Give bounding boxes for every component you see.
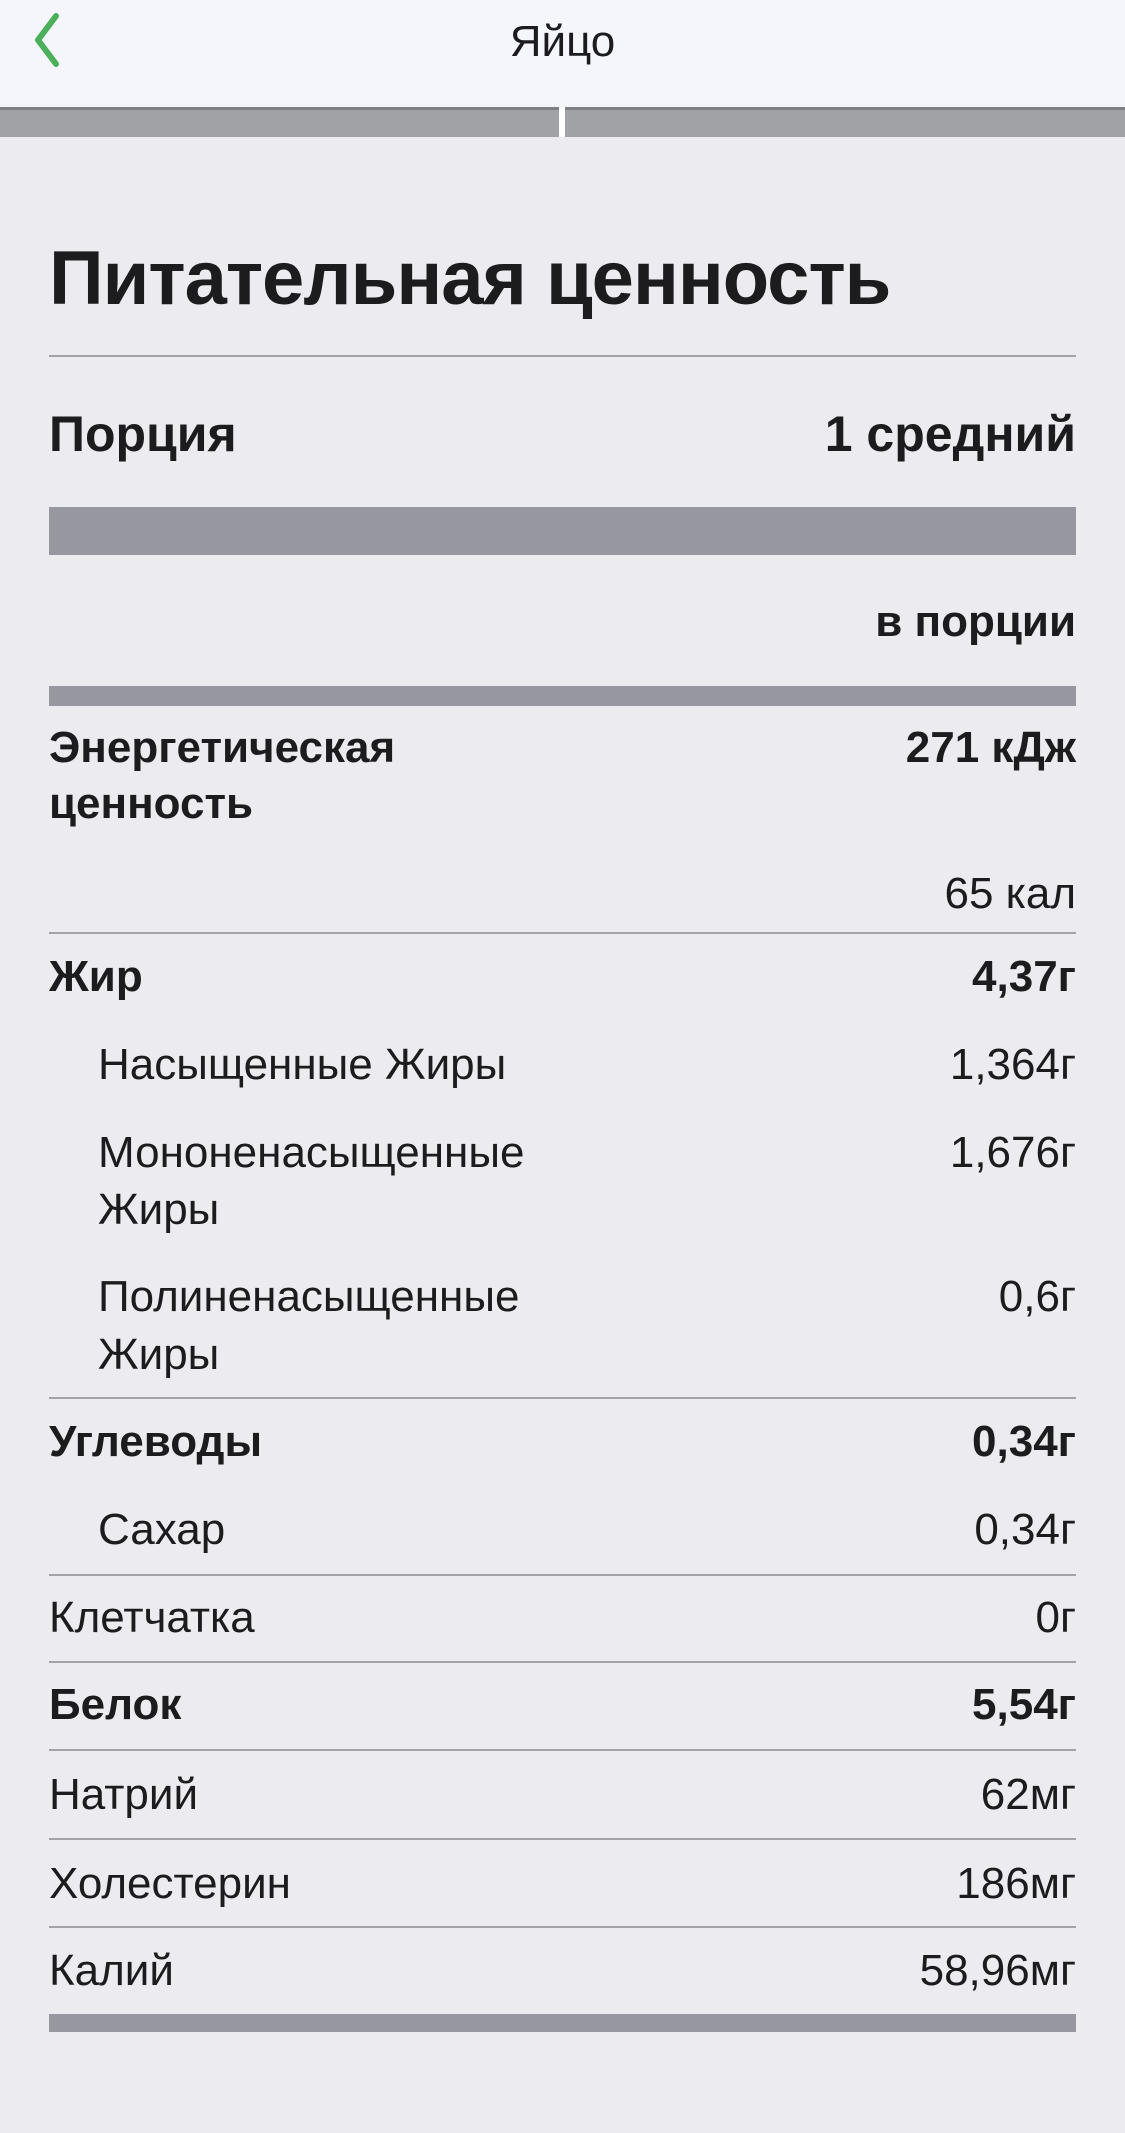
row-potassium-label: Калий [49,1946,174,1995]
row-carbs-label: Углеводы [49,1417,263,1466]
serving-value: 1 средний [824,406,1076,462]
row-sodium-label: Натрий [49,1770,199,1819]
row-potassium-value: 58,96мг [919,1946,1076,1995]
row-saturated-label: Насыщенные Жиры [98,1040,507,1089]
medium-divider [49,686,1076,706]
row-cholesterol-label: Холестерин [49,1859,291,1908]
row-saturated-value: 1,364г [949,1040,1076,1089]
row-sugar-value: 0,34г [974,1505,1076,1554]
energy-label-1: Энергетическая [49,723,396,772]
tab-2[interactable] [565,107,1125,137]
nav-bar: Яйцо [0,0,1125,107]
per-serving-header: в порции [875,597,1076,646]
row-fat-label: Жир [49,952,143,1001]
row-sodium-value: 62мг [980,1770,1076,1819]
row-carbs-value: 0,34г [972,1417,1076,1466]
energy-label-2: ценность [49,779,254,828]
energy-kcal: 65 кал [944,869,1076,918]
page-title: Питательная ценность [49,236,891,321]
nav-title: Яйцо [509,17,616,66]
divider [49,932,1076,934]
divider [49,1926,1076,1928]
thick-divider [49,507,1076,555]
row-poly-value: 0,6г [998,1272,1076,1321]
row-cholesterol-value: 186мг [956,1859,1076,1908]
row-protein-label: Белок [49,1680,182,1729]
chevron-left-icon[interactable] [22,10,72,70]
bottom-divider [49,2014,1076,2032]
tab-1[interactable] [0,107,559,137]
divider [49,1574,1076,1576]
divider [49,1838,1076,1840]
segment-tabs [0,107,1125,137]
row-fiber-label: Клетчатка [49,1593,255,1642]
row-mono-label-1: Мононенасыщенные [98,1128,525,1177]
divider [49,355,1076,357]
content [0,143,1125,2133]
divider [49,1749,1076,1751]
row-mono-label-2: Жиры [98,1185,220,1234]
row-poly-label-2: Жиры [98,1330,220,1379]
row-sugar-label: Сахар [98,1505,226,1554]
divider [49,1661,1076,1663]
divider [49,1397,1076,1399]
row-mono-value: 1,676г [949,1128,1076,1177]
row-fat-value: 4,37г [972,952,1076,1001]
row-poly-label-1: Полиненасыщенные [98,1272,520,1321]
serving-label: Порция [49,406,237,462]
row-fiber-value: 0г [1035,1593,1076,1642]
energy-kj: 271 кДж [905,723,1076,772]
row-protein-value: 5,54г [972,1680,1076,1729]
